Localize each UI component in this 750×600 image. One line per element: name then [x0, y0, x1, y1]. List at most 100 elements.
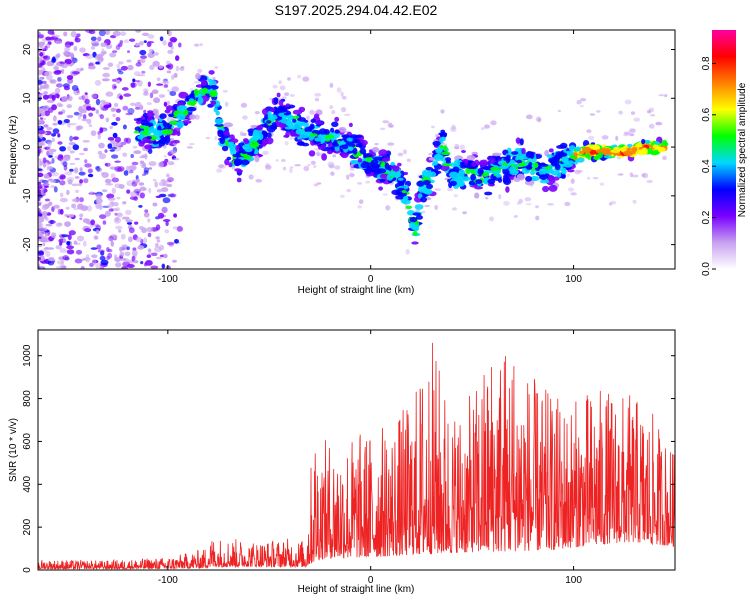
noise-blob	[104, 149, 108, 153]
noise-blob	[129, 38, 136, 42]
ridge-blob	[484, 191, 493, 196]
noise-blob	[124, 251, 131, 257]
ridge-blob	[503, 178, 512, 186]
noise-blob	[178, 42, 182, 48]
noise-blob	[48, 107, 54, 113]
faint-blob	[310, 160, 316, 165]
noise-blob	[166, 70, 172, 74]
ridge-blob	[254, 155, 260, 163]
ridge-blob	[181, 120, 192, 124]
noise-blob	[61, 258, 65, 265]
faint-blob	[618, 110, 623, 115]
noise-blob	[161, 187, 169, 193]
noise-blob	[39, 236, 48, 241]
noise-blob	[63, 155, 71, 161]
ridge-blob	[582, 147, 592, 153]
ridge-blob	[292, 115, 300, 120]
noise-blob	[43, 124, 49, 128]
ridge-blob	[159, 113, 167, 119]
faint-blob	[282, 166, 287, 171]
noise-blob	[78, 171, 86, 176]
noise-blob	[138, 41, 144, 46]
noise-blob	[128, 169, 134, 174]
noise-blob	[109, 149, 116, 152]
ridge-blob	[250, 124, 258, 129]
faint-blob	[488, 216, 495, 222]
ridge-blob	[376, 168, 387, 174]
ridge-blob	[442, 163, 452, 167]
ridge-blob	[327, 150, 333, 155]
faint-blob	[570, 178, 575, 184]
noise-blob	[87, 168, 93, 174]
x-tick-label: 0	[368, 274, 374, 285]
faint-blob	[171, 75, 175, 80]
ridge-blob	[208, 70, 215, 75]
ridge-blob	[235, 144, 241, 152]
noise-blob	[90, 93, 98, 99]
noise-blob	[111, 146, 117, 150]
snr-x-label: Height of straight line (km)	[298, 584, 415, 595]
y-tick-label: 20	[22, 44, 33, 56]
noise-blob	[148, 48, 154, 54]
noise-blob	[121, 244, 128, 248]
ridge-blob	[209, 90, 218, 98]
noise-blob	[59, 248, 67, 254]
ridge-blob	[214, 118, 224, 125]
y-tick-label: -20	[22, 237, 33, 252]
noise-blob	[59, 208, 64, 215]
noise-blob	[134, 107, 141, 110]
noise-blob	[97, 133, 102, 140]
noise-blob	[140, 55, 147, 59]
noise-blob	[67, 234, 72, 241]
ridge-blob	[226, 156, 232, 161]
noise-blob	[57, 260, 64, 265]
noise-blob	[38, 94, 41, 98]
faint-blob	[346, 188, 352, 193]
noise-blob	[43, 185, 49, 188]
ridge-blob	[539, 174, 548, 181]
noise-blob	[127, 50, 130, 53]
ridge-blob	[416, 180, 425, 187]
noise-blob	[38, 236, 42, 239]
ridge-blob	[428, 157, 436, 161]
noise-blob	[38, 79, 43, 85]
noise-blob	[64, 44, 72, 49]
faint-blob	[631, 174, 639, 178]
noise-blob	[119, 31, 127, 37]
noise-blob	[79, 213, 84, 218]
noise-blob	[51, 157, 55, 164]
ridge-blob	[515, 137, 521, 144]
ridge-blob	[309, 123, 315, 130]
noise-blob	[164, 158, 169, 163]
ridge-blob	[148, 126, 155, 133]
noise-blob	[70, 31, 77, 38]
ridge-blob	[135, 120, 142, 124]
noise-blob	[163, 253, 168, 259]
noise-blob	[87, 173, 94, 178]
faint-blob	[664, 94, 668, 98]
noise-blob	[55, 40, 59, 44]
ridge-blob	[404, 184, 409, 190]
noise-blob	[95, 203, 101, 209]
spectrogram-x-label: Height of straight line (km)	[298, 285, 415, 296]
noise-blob	[79, 179, 83, 184]
faint-blob	[632, 199, 637, 204]
noise-blob	[59, 241, 63, 246]
ridge-blob	[176, 105, 187, 112]
noise-blob	[112, 132, 118, 139]
noise-blob	[45, 36, 52, 41]
faint-blob	[309, 109, 315, 115]
noise-blob	[83, 228, 91, 232]
noise-blob	[80, 205, 89, 212]
noise-blob	[121, 216, 130, 220]
noise-blob	[111, 187, 117, 194]
faint-blob	[601, 135, 609, 140]
faint-blob	[421, 211, 426, 214]
faint-blob	[397, 152, 404, 157]
noise-blob	[66, 189, 70, 196]
noise-blob	[135, 236, 143, 243]
ridge-blob	[146, 136, 153, 140]
faint-blob	[282, 96, 287, 99]
ridge-blob	[263, 131, 268, 139]
noise-blob	[149, 92, 154, 99]
